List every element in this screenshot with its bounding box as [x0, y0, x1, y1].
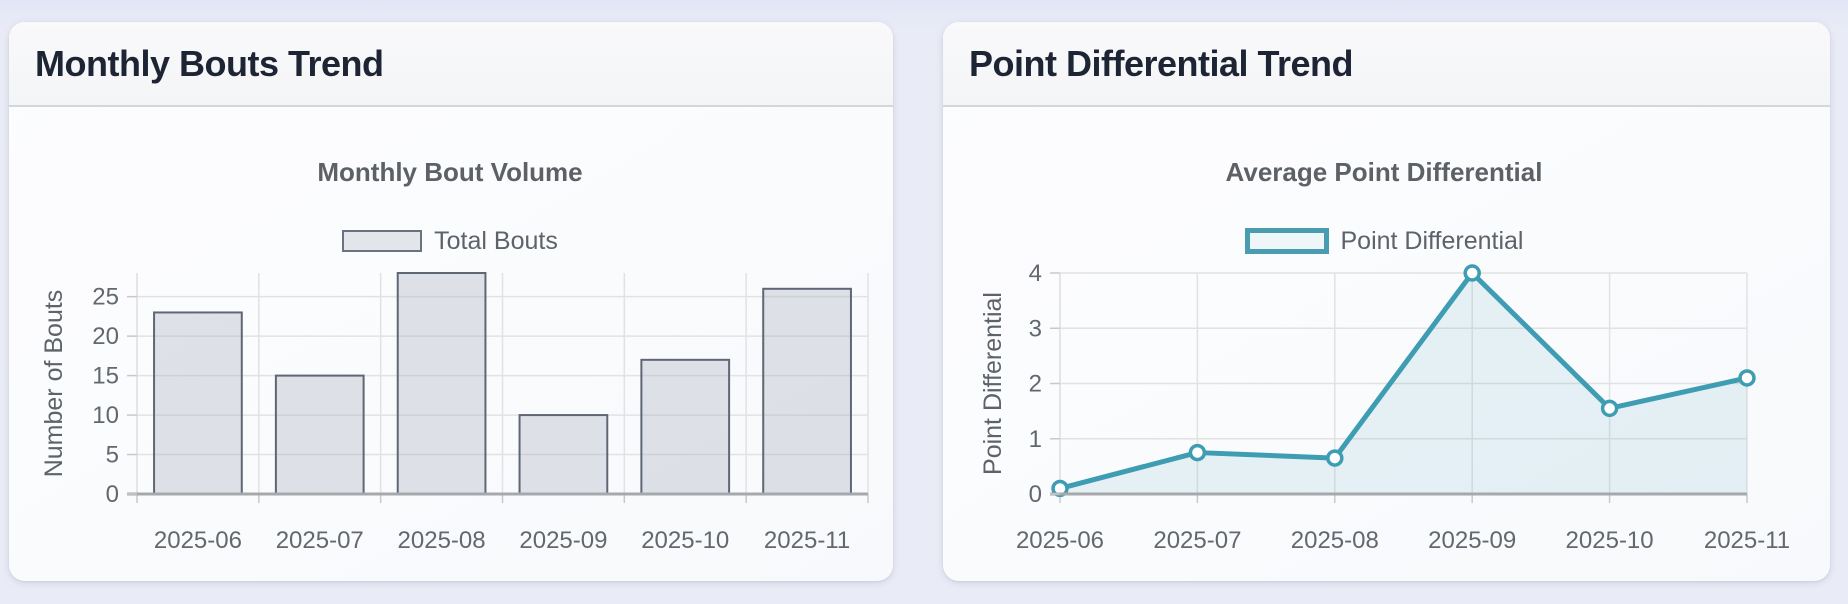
y-tick-label: 20 — [92, 323, 119, 350]
bar-2025-06[interactable] — [153, 311, 243, 496]
card-title-monthly-bouts: Monthly Bouts Trend — [35, 42, 384, 84]
y-tick-label: 4 — [1029, 262, 1042, 287]
point-2025-07[interactable] — [1188, 443, 1207, 462]
x-tick-label: 2025-10 — [641, 527, 729, 554]
line-area-fill — [1060, 273, 1747, 494]
card-monthly-bouts-trend: Monthly Bouts Trend Monthly Bout Volume … — [9, 22, 893, 581]
card-header-monthly-bouts: Monthly Bouts Trend — [9, 22, 893, 107]
card-header-point-differential: Point Differential Trend — [943, 22, 1830, 107]
bar-legend-swatch-icon — [342, 230, 423, 252]
y-axis-title: Number of Bouts — [40, 290, 68, 478]
trend-line — [1057, 270, 1750, 491]
line-chart-canvas[interactable]: 0 1 2 3 4 2025-06 2025-07 2025-08 2025-09 2025-10… — [964, 262, 1804, 572]
y-tick-label: 2 — [1029, 371, 1042, 398]
y-tick-label: 15 — [92, 363, 119, 390]
x-tick-label: 2025-08 — [398, 527, 486, 554]
line-legend-swatch-icon — [1244, 228, 1329, 254]
card-point-differential-trend: Point Differential Trend Average Point D… — [943, 22, 1830, 581]
line-chart-legend: Point Differential — [964, 226, 1804, 256]
bar-2025-10[interactable] — [640, 358, 731, 495]
y-tick-label: 0 — [106, 481, 119, 508]
bar-2025-08[interactable] — [396, 272, 487, 495]
bar-legend-label: Total Bouts — [434, 226, 558, 255]
y-tick-label: 3 — [1029, 315, 1042, 342]
x-tick-label: 2025-07 — [276, 527, 364, 554]
bar-2025-07[interactable] — [274, 374, 365, 495]
x-tick-label: 2025-06 — [154, 527, 242, 554]
y-tick-label: 1 — [1029, 426, 1042, 453]
x-tick-label: 2025-09 — [1428, 527, 1516, 554]
card-title-point-differential: Point Differential Trend — [969, 42, 1354, 84]
point-2025-08[interactable] — [1326, 449, 1344, 467]
point-2025-10[interactable] — [1600, 399, 1619, 418]
y-tick-label: 5 — [106, 442, 119, 469]
bar-chart-title: Monthly Bout Volume — [317, 157, 583, 187]
point-2025-11[interactable] — [1738, 369, 1756, 387]
point-2025-09[interactable] — [1463, 264, 1481, 282]
y-axis-title: Point Differential — [979, 292, 1007, 475]
x-tick-label: 2025-11 — [1704, 527, 1790, 554]
card-body-point-differential: Average Point Differential Point Differe… — [943, 107, 1830, 579]
legend-item-point-differential[interactable]: Point Differential — [1244, 226, 1524, 256]
x-tick-label: 2025-09 — [519, 527, 607, 554]
card-body-monthly-bouts: Monthly Bout Volume Total Bouts 0 5 10 15 20… — [9, 107, 893, 579]
y-tick-label: 10 — [92, 402, 119, 429]
legend-item-total-bouts[interactable]: Total Bouts — [342, 227, 558, 256]
x-tick-label: 2025-06 — [1016, 527, 1104, 554]
bar-2025-11[interactable] — [762, 287, 852, 495]
x-tick-label: 2025-08 — [1291, 527, 1379, 554]
x-tick-label: 2025-07 — [1153, 527, 1241, 554]
line-legend-label: Point Differential — [1340, 226, 1524, 255]
y-tick-label: 0 — [1029, 481, 1042, 508]
line-chart-title: Average Point Differential — [1225, 157, 1543, 187]
bar-2025-09[interactable] — [518, 414, 609, 495]
y-tick-label: 25 — [92, 284, 119, 311]
bar-chart-legend: Total Bouts — [30, 226, 870, 256]
bar-chart-canvas[interactable]: 0 5 10 15 20 25 2025-06 2025-07 2025-08 2025-09 20… — [30, 262, 870, 572]
x-tick-label: 2025-10 — [1566, 527, 1654, 554]
x-tick-label: 2025-11 — [764, 527, 850, 554]
